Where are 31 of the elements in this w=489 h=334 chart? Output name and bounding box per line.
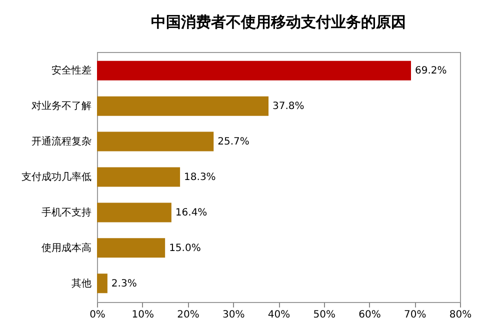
x-tick-label: 0% — [90, 310, 106, 320]
bar — [97, 60, 411, 80]
y-tick-label: 对业务不了解 — [32, 100, 92, 112]
x-tick-label: 30% — [222, 310, 245, 320]
data-label: 25.7% — [218, 136, 250, 148]
x-tick-label: 20% — [177, 310, 200, 320]
data-label: 16.4% — [175, 207, 208, 218]
y-tick-label: 手机不支持 — [42, 206, 92, 218]
x-tick-label: 80% — [449, 310, 472, 320]
bar — [97, 96, 269, 116]
bar — [97, 274, 108, 294]
x-tick-label: 10% — [132, 310, 154, 320]
y-tick-label: 开通流程复杂 — [32, 136, 92, 148]
data-label: 2.3% — [111, 278, 137, 290]
y-tick-label: 其他 — [72, 277, 92, 290]
x-tick-label: 70% — [404, 310, 426, 320]
data-label: 15.0% — [169, 242, 201, 254]
x-tick-label: 60% — [358, 310, 381, 320]
bar — [97, 238, 166, 258]
y-tick-label: 支付成功几率低 — [22, 171, 92, 183]
bar — [97, 202, 172, 222]
data-label: 18.3% — [184, 172, 216, 183]
x-tick-label: 50% — [313, 310, 336, 320]
chart-title: 中国消费者不使用移动支付业务的原因 — [151, 13, 406, 31]
data-label: 69.2% — [414, 66, 447, 77]
x-tick-label: 40% — [268, 310, 290, 320]
y-tick-label: 安全性差 — [52, 64, 92, 77]
y-tick-label: 使用成本高 — [42, 242, 92, 254]
bar — [97, 132, 214, 152]
bar — [97, 167, 180, 187]
data-label: 37.8% — [272, 101, 304, 112]
